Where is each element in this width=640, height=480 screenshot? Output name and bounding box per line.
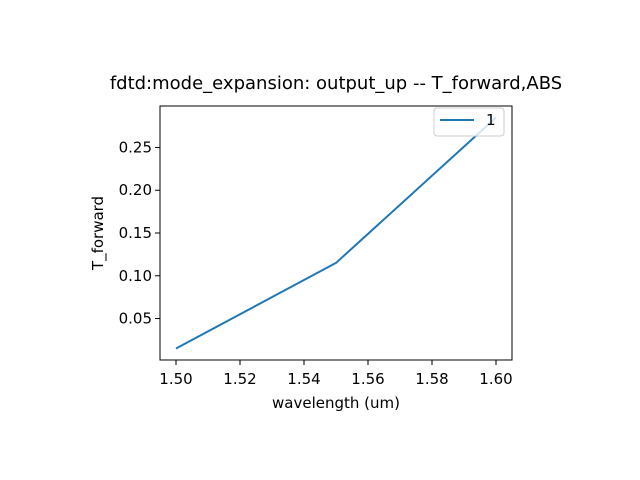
legend-label: 1 — [486, 111, 496, 129]
y-axis-label: T_forward — [89, 196, 108, 271]
legend-box — [433, 107, 505, 137]
y-tick-label: 0.10 — [119, 267, 152, 285]
x-tick-label: 1.60 — [479, 370, 512, 388]
x-tick-label: 1.50 — [159, 370, 192, 388]
x-tick-label: 1.58 — [415, 370, 448, 388]
x-axis-label: wavelength (um) — [272, 394, 400, 412]
y-tick-label: 0.15 — [119, 224, 152, 242]
series-layer — [175, 116, 497, 350]
legend: 1 — [433, 107, 505, 137]
plot-area — [159, 105, 513, 361]
chart-title: fdtd:mode_expansion: output_up -- T_forw… — [110, 73, 562, 94]
x-tick-label: 1.56 — [351, 370, 384, 388]
y-tick-label: 0.25 — [119, 138, 152, 156]
x-tick-label: 1.54 — [287, 370, 320, 388]
series-line — [175, 116, 497, 350]
x-axis: 1.50 1.52 1.54 1.56 1.58 1.60 — [159, 360, 513, 388]
y-tick-label: 0.05 — [119, 310, 152, 328]
x-tick-label: 1.52 — [223, 370, 256, 388]
y-axis: 0.05 0.10 0.15 0.20 0.25 — [119, 138, 160, 328]
y-tick-label: 0.20 — [119, 181, 152, 199]
